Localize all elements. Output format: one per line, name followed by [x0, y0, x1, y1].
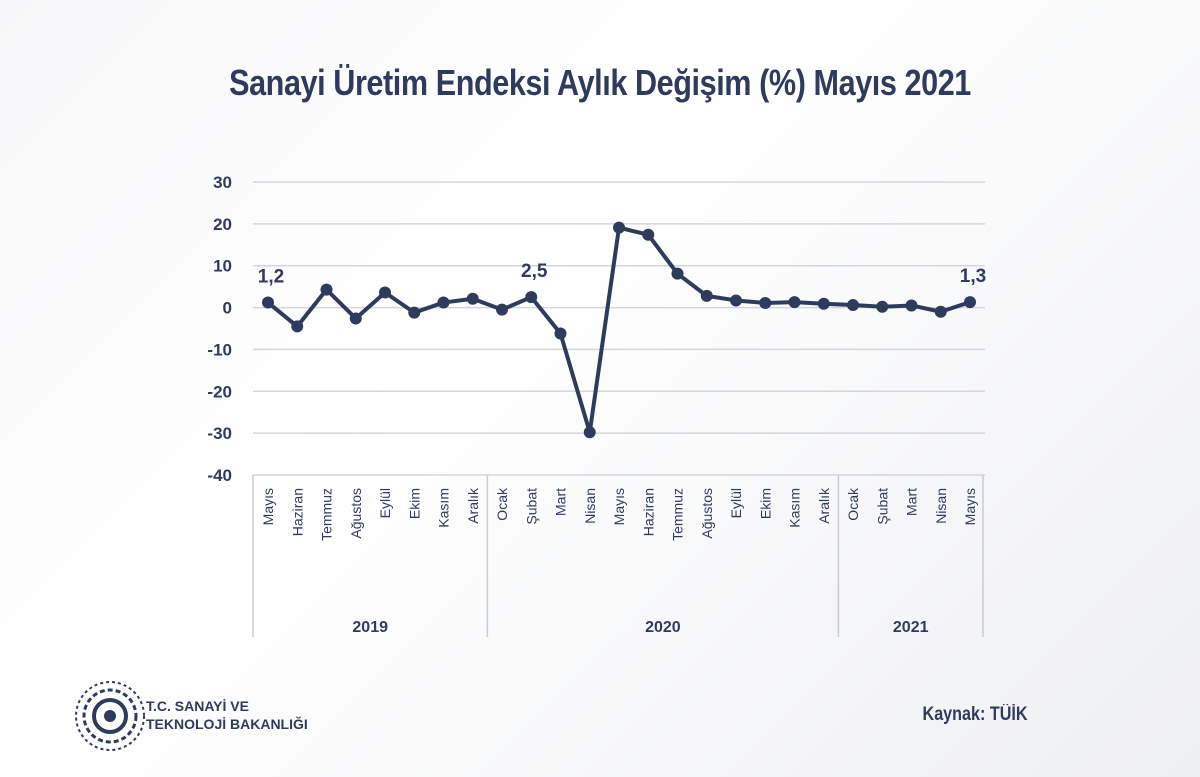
y-tick-label: 10	[213, 257, 232, 276]
data-point	[613, 221, 625, 234]
data-point	[583, 426, 596, 439]
data-point	[759, 296, 772, 309]
x-tick-label: Nisan	[582, 488, 598, 524]
x-tick-label: Ocak	[845, 487, 861, 521]
data-point	[437, 296, 450, 309]
source-note: Kaynak: TÜİK	[922, 704, 1028, 725]
data-point	[408, 306, 421, 319]
ministry-name-line1: T.C. SANAYİ VE	[146, 698, 249, 714]
data-point	[379, 286, 391, 299]
x-tick-label: Ağustos	[348, 488, 364, 539]
year-label: 2021	[893, 619, 929, 636]
x-tick-label: Kasım	[436, 488, 452, 528]
data-point	[349, 312, 362, 325]
data-point	[964, 296, 976, 309]
data-point	[730, 294, 742, 307]
x-tick-label: Mart	[553, 488, 569, 516]
x-tick-label: Temmuz	[670, 488, 686, 541]
x-tick-label: Aralık	[816, 487, 832, 524]
year-label: 2019	[352, 619, 388, 636]
x-tick-label: Şubat	[874, 488, 890, 525]
x-tick-label: Aralık	[465, 487, 481, 524]
data-point	[788, 296, 801, 309]
x-tick-label: Nisan	[933, 488, 949, 524]
data-point	[496, 303, 508, 316]
ministry-name: T.C. SANAYİ VE TEKNOLOJİ BAKANLIĞI	[146, 697, 308, 733]
data-point	[320, 283, 333, 296]
data-point	[905, 299, 918, 312]
data-point	[876, 300, 889, 313]
x-tick-label: Ocak	[494, 487, 510, 521]
x-tick-label: Kasım	[787, 488, 803, 528]
x-tick-label: Haziran	[640, 488, 656, 536]
y-tick-label: -30	[207, 424, 232, 443]
data-label: 1,3	[960, 266, 986, 287]
data-point	[817, 297, 830, 310]
x-tick-label: Mayıs	[962, 488, 978, 525]
x-tick-label: Mayıs	[260, 488, 276, 525]
x-tick-label: Eylül	[728, 488, 744, 518]
data-point	[466, 292, 479, 305]
x-tick-label: Eylül	[377, 488, 393, 518]
x-tick-label: Mayıs	[611, 488, 627, 525]
x-tick-label: Şubat	[523, 488, 539, 525]
data-point	[642, 228, 655, 241]
x-tick-label: Temmuz	[319, 488, 335, 541]
data-point	[700, 289, 713, 302]
x-tick-label: Haziran	[289, 488, 305, 536]
data-point	[671, 267, 684, 280]
data-point	[934, 305, 947, 318]
y-tick-label: -40	[207, 466, 232, 485]
y-tick-label: 20	[213, 215, 232, 234]
y-tick-label: -10	[207, 340, 232, 359]
series-line	[266, 225, 971, 435]
x-tick-label: Ekim	[757, 488, 773, 519]
y-tick-label: 30	[213, 173, 232, 192]
data-point	[291, 320, 304, 333]
data-label: 2,5	[521, 261, 548, 282]
data-point	[554, 327, 567, 340]
year-label: 2020	[645, 619, 681, 636]
ministry-name-line2: TEKNOLOJİ BAKANLIĞI	[146, 716, 308, 732]
data-point	[262, 296, 274, 309]
x-tick-label: Ekim	[406, 488, 422, 519]
x-tick-label: Ağustos	[699, 488, 715, 539]
chart-title: Sanayi Üretim Endeksi Aylık Değişim (%) …	[229, 62, 971, 103]
y-tick-label: 0	[223, 299, 232, 318]
x-tick-label: Mart	[904, 488, 920, 516]
data-point	[525, 291, 538, 304]
data-point	[847, 299, 859, 312]
y-tick-label: -20	[207, 382, 232, 401]
data-label: 1,2	[258, 267, 284, 288]
